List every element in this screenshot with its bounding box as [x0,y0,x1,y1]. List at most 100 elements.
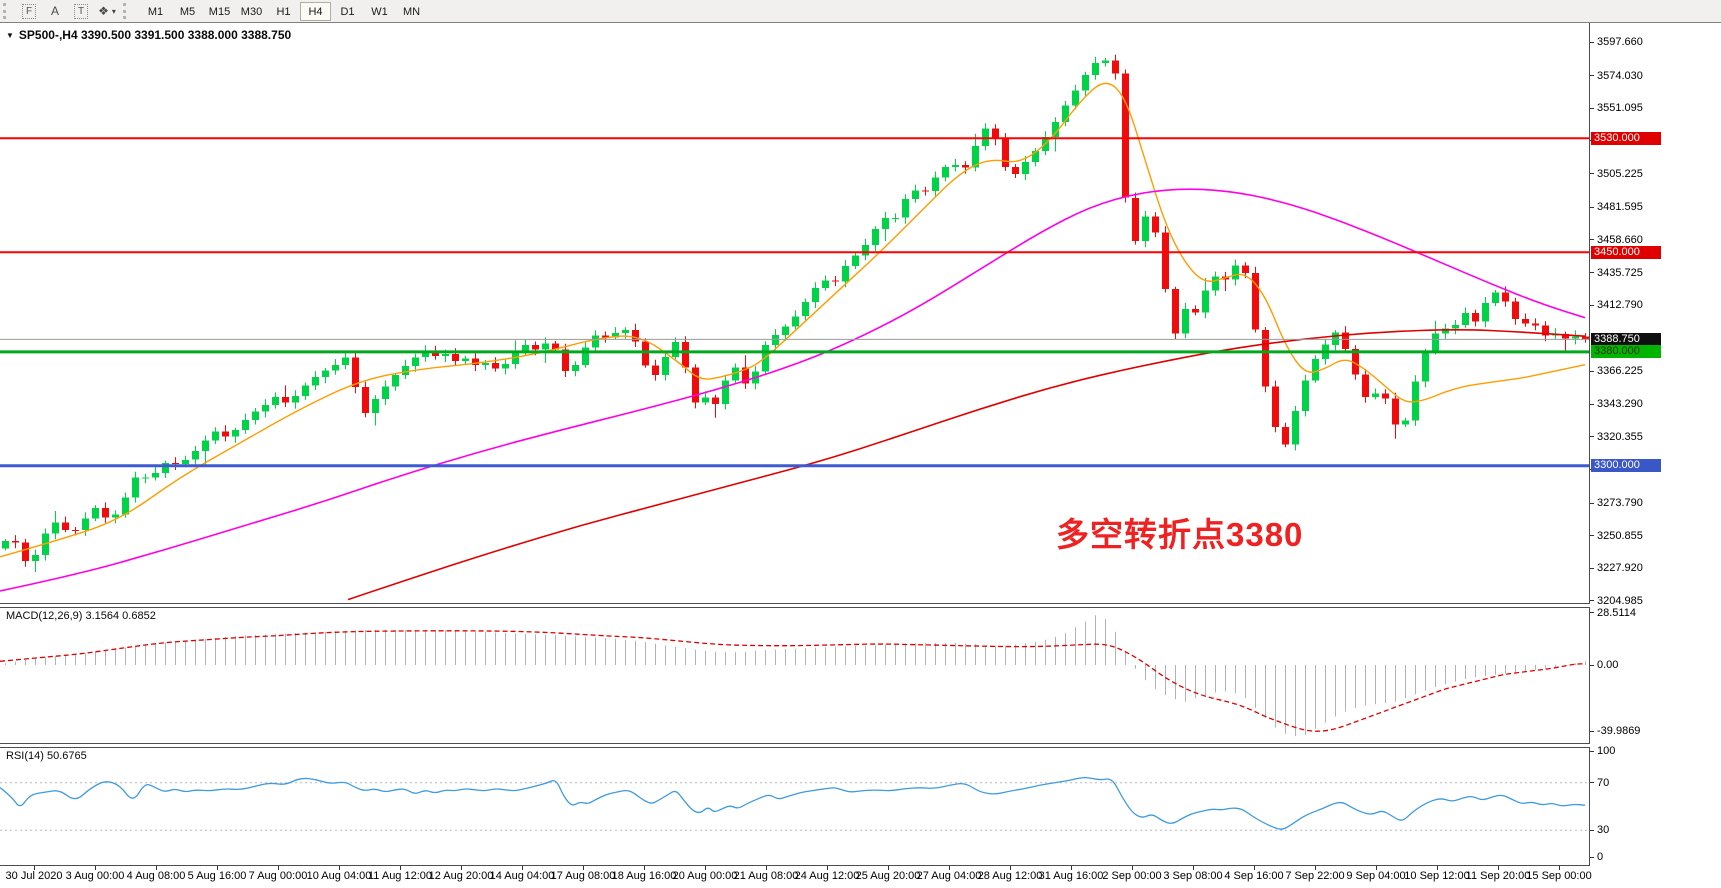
candle-up [1572,336,1579,339]
timeframe-w1-button[interactable]: W1 [364,2,395,21]
candle-up [302,385,309,396]
fibonacci-retracement-button[interactable]: F [16,2,42,21]
candle-up [792,316,799,327]
candle-down [1242,265,1249,273]
candle-up [82,518,89,531]
candle-down [1192,308,1199,313]
candle-up [1082,75,1089,91]
arrows-button[interactable]: ❖ ▾ [94,2,120,21]
candle-down [1472,313,1479,322]
time-axis-label: 10 Sep 12:00 [1404,870,1470,882]
candle-up [542,343,549,350]
candle-up [122,497,129,515]
rsi-chart-canvas[interactable] [0,747,1589,865]
price-axis-tick [1590,600,1594,602]
timeframe-mn-button[interactable]: MN [396,2,427,21]
macd-axis-label: 28.5114 [1597,606,1636,619]
candle-down [712,397,719,404]
candle-up [1462,313,1469,325]
price-axis-label: 3481.595 [1597,201,1643,214]
price-axis-label: 3412.790 [1597,299,1643,312]
rsi-axis-tick [1590,856,1594,858]
timeframe-m1-button[interactable]: M1 [140,2,171,21]
candle-up [772,335,779,346]
price-axis-label: 3320.355 [1597,430,1643,443]
price-axis-tick [1590,173,1594,175]
moving-average-mid [0,188,1586,592]
rsi-axis-tick [1590,829,1594,831]
rsi-axis-tick [1590,782,1594,784]
candle-up [232,430,239,437]
candle-up [292,396,299,403]
rsi-panel[interactable] [0,747,1590,866]
candle-up [412,357,419,366]
price-axis-tick [1590,436,1594,438]
candle-down [72,529,79,531]
candle-down [1262,329,1269,387]
time-axis-tick [949,866,950,870]
candle-up [1052,121,1059,137]
candle-up [372,398,379,413]
timeframe-h4-button[interactable]: H4 [300,1,331,21]
candle-up [732,367,739,381]
price-chart-canvas[interactable] [0,23,1589,603]
candle-down [362,387,369,414]
candle-up [1312,359,1319,381]
candle-down [602,335,609,338]
macd-chart-canvas[interactable] [0,607,1589,743]
text-label-button[interactable]: T [68,2,94,21]
candle-down [922,190,929,192]
timeframe-h1-button[interactable]: H1 [268,2,299,21]
candle-up [592,335,599,348]
toolbar-grip[interactable] [3,3,10,19]
candle-up [822,280,829,288]
timeframe-m5-button[interactable]: M5 [172,2,203,21]
toolbar-grip[interactable] [123,3,130,19]
time-axis-tick [278,866,279,870]
time-axis-label: 31 Aug 16:00 [1038,870,1104,882]
price-axis-label: 3551.095 [1597,102,1643,115]
candle-down [1012,166,1019,174]
candle-up [1092,62,1099,76]
rsi-line [0,777,1586,830]
text-button[interactable]: A [42,2,68,21]
time-axis-tick [400,866,401,870]
time-axis-tick [644,866,645,870]
candle-down [102,508,109,518]
candle-down [1122,73,1129,198]
candle-up [972,146,979,168]
candle-down [1512,301,1519,319]
candle-down [1152,216,1159,233]
candle-up [782,326,789,335]
symbol-ohlc-text: SP500-,H4 3390.500 3391.500 3388.000 338… [18,28,292,42]
candle-up [502,363,509,369]
time-axis-label: 18 Aug 16:00 [611,870,677,882]
candle-up [1182,308,1189,334]
candle-up [382,386,389,399]
text-label-icon: T [73,3,89,19]
candle-down [1502,292,1509,302]
candle-down [1252,272,1259,330]
candle-up [152,473,159,478]
symbol-dropdown-icon[interactable]: ▼ [6,30,14,40]
candle-up [1372,393,1379,398]
timeframe-d1-button[interactable]: D1 [332,2,363,21]
time-axis-tick [156,866,157,870]
candle-up [1292,410,1299,445]
timeframe-m30-button[interactable]: M30 [236,2,267,21]
candle-up [1212,276,1219,291]
candle-up [842,265,849,282]
time-axis-tick [95,866,96,870]
candle-up [242,419,249,431]
time-axis-tick [1132,866,1133,870]
candle-up [872,229,879,245]
candle-up [462,358,469,361]
dropdown-caret-icon[interactable]: ▾ [111,6,116,16]
candle-down [222,431,229,437]
timeframe-m15-button[interactable]: M15 [204,2,235,21]
candle-down [1272,386,1279,427]
time-axis-label: 3 Sep 08:00 [1163,870,1223,882]
candle-up [252,411,259,420]
rsi-axis-tick [1590,750,1594,752]
time-axis-tick [705,866,706,870]
